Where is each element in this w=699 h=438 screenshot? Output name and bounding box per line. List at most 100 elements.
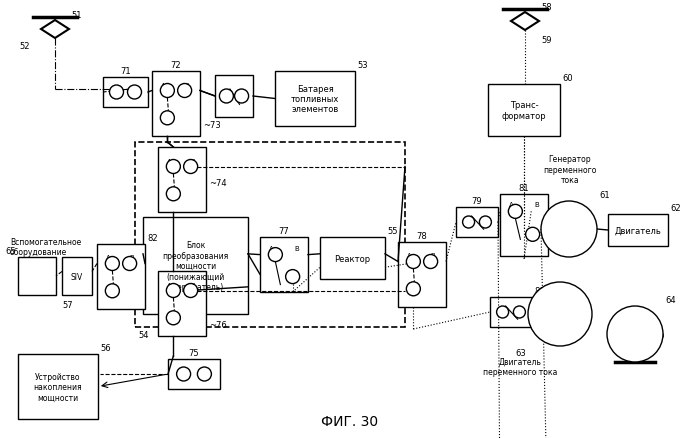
Bar bbox=[456, 208, 498, 237]
Circle shape bbox=[235, 90, 249, 104]
Text: Генератор
переменного
тока: Генератор переменного тока bbox=[543, 155, 597, 184]
Text: B: B bbox=[185, 82, 189, 88]
Circle shape bbox=[166, 160, 180, 174]
Text: 63: 63 bbox=[515, 348, 526, 357]
Circle shape bbox=[197, 367, 211, 381]
Text: ~74: ~74 bbox=[209, 179, 226, 188]
Bar bbox=[135, 143, 405, 327]
Circle shape bbox=[463, 216, 475, 229]
Text: Устройство
накопления
мощности: Устройство накопления мощности bbox=[34, 372, 82, 402]
Circle shape bbox=[160, 84, 174, 98]
Text: A: A bbox=[167, 158, 172, 164]
Text: Колесо: Колесо bbox=[633, 330, 665, 339]
Text: 60: 60 bbox=[562, 74, 572, 83]
Circle shape bbox=[528, 283, 592, 346]
Text: 56: 56 bbox=[100, 343, 110, 352]
Circle shape bbox=[480, 216, 491, 229]
Text: 75: 75 bbox=[189, 348, 199, 357]
Circle shape bbox=[607, 306, 663, 362]
Bar bbox=[608, 215, 668, 247]
Circle shape bbox=[184, 160, 198, 174]
Text: 58: 58 bbox=[541, 3, 552, 12]
Text: ~73: ~73 bbox=[203, 120, 221, 130]
Text: B: B bbox=[431, 253, 435, 259]
Circle shape bbox=[127, 86, 141, 100]
Bar bbox=[18, 258, 56, 295]
Circle shape bbox=[526, 228, 540, 242]
Bar bbox=[143, 218, 248, 314]
Bar bbox=[97, 244, 145, 309]
Bar bbox=[215, 76, 253, 118]
Polygon shape bbox=[511, 13, 539, 31]
Circle shape bbox=[496, 306, 509, 318]
Text: A: A bbox=[509, 202, 514, 208]
Text: Двигатель
переменного тока: Двигатель переменного тока bbox=[483, 357, 557, 377]
Circle shape bbox=[177, 367, 191, 381]
Circle shape bbox=[424, 255, 438, 269]
Text: 81: 81 bbox=[519, 184, 529, 193]
Text: B: B bbox=[294, 245, 299, 251]
Text: A: A bbox=[407, 253, 412, 259]
Bar bbox=[500, 194, 548, 256]
Text: 57: 57 bbox=[62, 300, 73, 309]
Text: A: A bbox=[167, 282, 172, 288]
Circle shape bbox=[166, 187, 180, 201]
Bar bbox=[398, 243, 446, 307]
Circle shape bbox=[219, 90, 233, 104]
Text: SIV: SIV bbox=[71, 272, 83, 281]
Bar bbox=[490, 297, 532, 327]
Text: 59: 59 bbox=[541, 36, 552, 45]
Text: 52: 52 bbox=[20, 42, 30, 51]
Text: 62: 62 bbox=[670, 204, 681, 212]
Polygon shape bbox=[41, 21, 69, 39]
Bar bbox=[62, 258, 92, 295]
Text: Батарея
топливных
элементов: Батарея топливных элементов bbox=[291, 85, 339, 114]
Text: Транс-
форматор: Транс- форматор bbox=[502, 101, 547, 120]
Bar bbox=[18, 354, 98, 419]
Text: 53: 53 bbox=[357, 61, 368, 70]
Text: 64: 64 bbox=[665, 295, 676, 304]
Text: 51: 51 bbox=[71, 11, 82, 20]
Text: 61: 61 bbox=[599, 191, 610, 200]
Circle shape bbox=[160, 112, 174, 126]
Circle shape bbox=[406, 255, 420, 269]
Text: A: A bbox=[161, 82, 166, 88]
Bar bbox=[260, 237, 308, 292]
Circle shape bbox=[268, 248, 282, 262]
Text: 65: 65 bbox=[6, 247, 16, 255]
Text: B: B bbox=[534, 202, 539, 208]
Circle shape bbox=[166, 284, 180, 298]
Text: A: A bbox=[269, 245, 274, 251]
Text: 54: 54 bbox=[138, 330, 148, 339]
Bar bbox=[320, 237, 385, 279]
Bar bbox=[152, 72, 200, 137]
Circle shape bbox=[286, 270, 300, 284]
Circle shape bbox=[106, 284, 120, 298]
Bar bbox=[168, 359, 220, 389]
Text: 72: 72 bbox=[171, 61, 181, 70]
Circle shape bbox=[513, 306, 526, 318]
Text: 82: 82 bbox=[147, 233, 158, 243]
Circle shape bbox=[110, 86, 124, 100]
Bar bbox=[158, 148, 206, 212]
Text: Блок
преобразования
мощности
(понижающий
прерыватель): Блок преобразования мощности (понижающий… bbox=[162, 240, 229, 291]
Circle shape bbox=[166, 311, 180, 325]
Text: ФИГ. 30: ФИГ. 30 bbox=[321, 414, 378, 428]
Text: 79: 79 bbox=[472, 197, 482, 205]
Bar bbox=[488, 85, 560, 137]
Circle shape bbox=[184, 284, 198, 298]
Bar bbox=[275, 72, 355, 127]
Bar bbox=[103, 78, 148, 108]
Circle shape bbox=[508, 205, 522, 219]
Text: ~76: ~76 bbox=[209, 320, 226, 329]
Text: Реактор: Реактор bbox=[334, 254, 370, 263]
Circle shape bbox=[406, 282, 420, 296]
Circle shape bbox=[122, 257, 136, 271]
Text: B: B bbox=[190, 158, 195, 164]
Text: A: A bbox=[106, 255, 110, 261]
Text: 78: 78 bbox=[417, 231, 427, 240]
Text: 77: 77 bbox=[279, 226, 289, 236]
Text: B: B bbox=[190, 282, 195, 288]
Circle shape bbox=[106, 257, 120, 271]
Text: 71: 71 bbox=[120, 67, 131, 76]
